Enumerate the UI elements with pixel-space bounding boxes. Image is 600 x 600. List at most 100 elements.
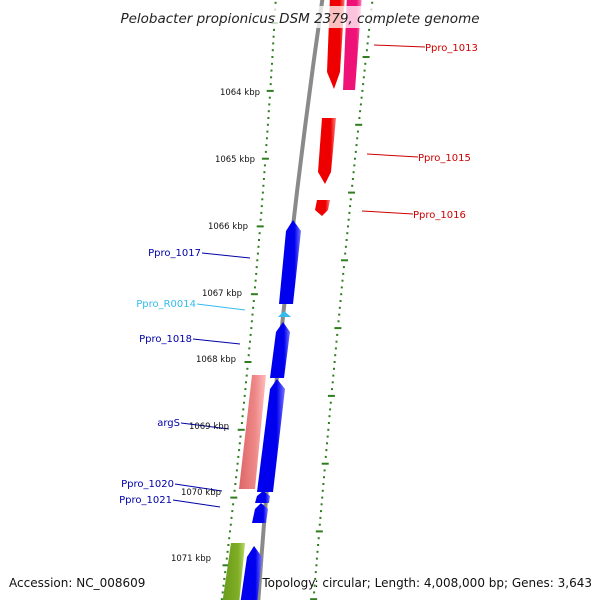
ruler-minor-tick [238,449,241,452]
ruler-minor-tick [328,415,331,418]
ruler-minor-tick [317,537,320,540]
ruler-minor-tick [329,408,332,411]
ruler-minor-tick [352,171,355,174]
leader-ppro-1015 [366,153,419,158]
ruler-minor-tick [353,164,356,167]
ruler-minor-tick [274,1,277,4]
ruler-minor-tick [248,347,251,350]
ruler-minor-tick [313,584,316,587]
ruler-minor-tick [347,225,349,228]
ruler-minor-tick [335,340,338,343]
ruler-major-tick [327,394,335,397]
ruler-minor-tick [364,62,367,65]
leader-ppro-1013 [373,44,426,48]
ruler-label-1067: 1067 kbp [202,289,242,299]
ruler-major-tick [230,496,238,499]
ruler-minor-tick [317,544,320,546]
ruler-minor-tick [346,232,349,235]
ruler-minor-tick [230,516,233,519]
ruler-minor-tick [243,394,246,397]
gene-ppro-1018 [270,322,290,378]
ruler-label-1069: 1069 kbp [189,422,229,432]
ruler-minor-tick [220,598,223,600]
ruler-minor-tick [327,422,330,424]
ruler-minor-tick [351,184,354,187]
ruler-minor-tick [334,347,337,350]
ruler-minor-tick [267,110,270,113]
ruler-minor-tick [266,123,269,126]
ruler-minor-tick [256,252,259,255]
ruler-minor-tick [313,591,316,594]
ruler-minor-tick [345,239,348,241]
ruler-minor-tick [371,1,374,4]
ruler-minor-tick [245,374,248,377]
label-ppro-1016: Ppro_1016 [413,210,466,221]
gene-ppro-1015 [318,118,336,184]
ruler-major-tick [266,89,274,92]
ruler-minor-tick [340,293,343,296]
ruler-minor-tick [327,428,330,431]
ruler-minor-tick [224,571,227,574]
label-ppro-1017: Ppro_1017 [148,248,201,259]
ruler-minor-tick [225,557,228,560]
ruler-minor-tick [249,333,252,336]
ruler-minor-tick [232,503,235,506]
ruler-minor-tick [314,577,317,580]
ruler-minor-tick [249,340,251,343]
ruler-minor-tick [332,374,335,377]
ruler-minor-tick [338,313,341,316]
ruler-minor-tick [356,137,359,140]
ruler-minor-tick [262,178,265,180]
outer-ruler-ticks [310,1,374,600]
gene-ppro-1020 [255,491,270,503]
ruler-minor-tick [263,171,266,174]
ruler-minor-tick [221,591,224,594]
ruler-minor-tick [223,577,226,580]
map-title: Pelobacter propionicus DSM 2379, complet… [120,11,479,27]
leader-ppro-1020 [174,483,223,492]
ruler-minor-tick [334,354,337,357]
gene-ppro-1016 [315,200,330,216]
ruler-minor-tick [257,245,260,248]
gene-olive [222,543,245,600]
ruler-minor-tick [320,510,322,513]
ruler-major-tick [222,564,230,567]
label-ppro-1021: Ppro_1021 [119,495,172,506]
ruler-minor-tick [252,306,255,309]
ruler-minor-tick [331,388,333,391]
ruler-minor-tick [229,523,232,526]
ruler-minor-tick [260,205,263,208]
ruler-minor-tick [271,62,273,65]
ruler-minor-tick [256,259,259,262]
ruler-minor-tick [261,191,264,194]
ruler-minor-tick [344,252,347,255]
ruler-major-tick [315,530,323,533]
ruler-minor-tick [321,489,324,492]
ruler-major-tick [261,157,269,160]
leader-ppro-r0014 [196,303,246,311]
ruler-minor-tick [258,232,261,235]
ruler-minor-tick [344,245,347,248]
ruler-minor-tick [342,272,345,275]
ruler-minor-tick [266,130,269,133]
ruler-minor-tick [241,415,244,418]
ruler-minor-tick [319,516,322,519]
ruler-minor-tick [246,367,249,370]
ruler-minor-tick [251,313,254,316]
ruler-minor-tick [324,455,327,458]
ruler-major-tick [362,56,370,58]
accession-text: Accession: NC_008609 [9,576,146,590]
ruler-minor-tick [272,35,275,38]
ruler-minor-tick [250,320,253,323]
ruler-minor-tick [326,435,329,438]
ruler-minor-tick [321,496,324,499]
ruler-minor-tick [315,564,318,567]
ruler-minor-tick [368,28,371,31]
ruler-minor-tick [268,96,271,99]
ruler-minor-tick [265,144,268,147]
ruler-minor-tick [231,510,234,513]
ruler-major-tick [250,293,258,296]
ruler-minor-tick [348,211,351,214]
ruler-major-tick [355,123,363,126]
